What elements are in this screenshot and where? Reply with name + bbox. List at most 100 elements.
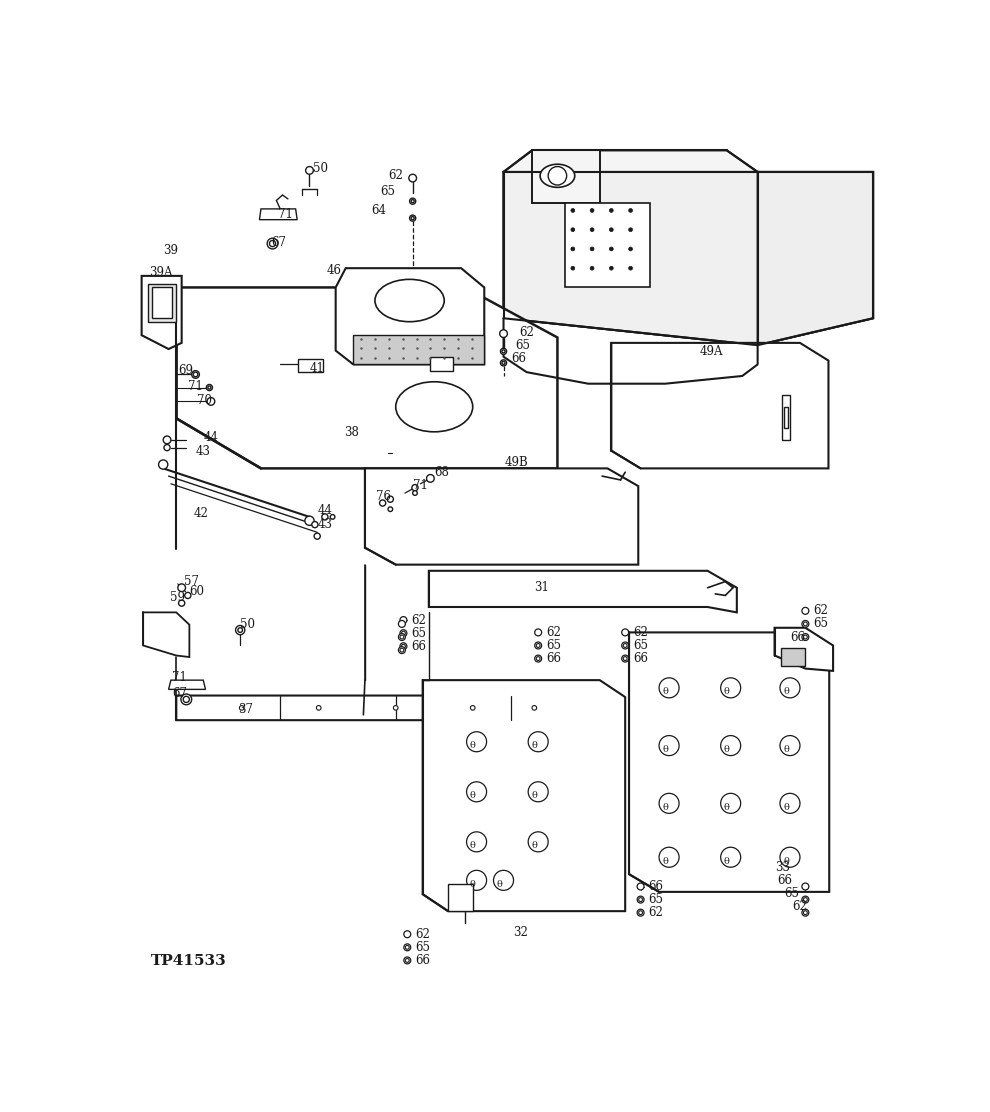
Circle shape — [178, 584, 185, 592]
Circle shape — [610, 247, 613, 251]
Polygon shape — [431, 357, 453, 370]
Circle shape — [178, 600, 185, 606]
Text: 67: 67 — [271, 236, 286, 249]
Circle shape — [411, 200, 414, 202]
Circle shape — [163, 436, 171, 444]
Text: 62: 62 — [792, 900, 807, 913]
Text: 65: 65 — [784, 887, 800, 900]
Text: 66: 66 — [511, 351, 527, 365]
Text: 65: 65 — [415, 941, 430, 954]
Circle shape — [780, 847, 800, 867]
Circle shape — [207, 398, 215, 405]
Circle shape — [404, 957, 411, 964]
Text: 43: 43 — [196, 445, 211, 458]
Circle shape — [590, 209, 594, 212]
Circle shape — [638, 910, 644, 916]
Text: 59: 59 — [170, 592, 185, 604]
Text: θ: θ — [532, 741, 538, 751]
Text: 62: 62 — [545, 626, 560, 639]
Circle shape — [398, 620, 405, 627]
Circle shape — [659, 735, 679, 755]
Polygon shape — [336, 268, 484, 365]
Text: θ: θ — [662, 745, 668, 754]
Polygon shape — [365, 468, 639, 565]
Text: θ: θ — [662, 856, 668, 865]
Text: θ: θ — [662, 687, 668, 696]
Circle shape — [622, 655, 629, 662]
Circle shape — [387, 496, 393, 503]
Circle shape — [400, 635, 404, 639]
Circle shape — [208, 386, 211, 389]
Circle shape — [412, 485, 418, 490]
Circle shape — [639, 897, 643, 902]
Text: θ: θ — [783, 856, 789, 865]
Circle shape — [629, 266, 633, 270]
Text: 57: 57 — [184, 575, 199, 588]
Circle shape — [802, 607, 809, 614]
Circle shape — [529, 832, 548, 852]
Polygon shape — [168, 681, 206, 689]
Circle shape — [590, 266, 594, 270]
Circle shape — [804, 635, 807, 639]
Circle shape — [802, 896, 809, 903]
Circle shape — [571, 247, 575, 251]
Circle shape — [571, 228, 575, 231]
Circle shape — [398, 647, 405, 654]
Text: 65: 65 — [545, 639, 561, 652]
Circle shape — [610, 209, 613, 212]
Circle shape — [802, 620, 809, 627]
Circle shape — [535, 642, 542, 649]
Polygon shape — [611, 342, 829, 468]
Text: 65: 65 — [380, 185, 395, 198]
Circle shape — [400, 643, 407, 649]
Circle shape — [305, 516, 314, 525]
Circle shape — [659, 678, 679, 698]
Text: 71: 71 — [413, 479, 428, 492]
Text: θ: θ — [783, 803, 789, 812]
Ellipse shape — [375, 279, 445, 321]
Circle shape — [802, 883, 809, 890]
Circle shape — [181, 694, 192, 705]
Circle shape — [500, 330, 507, 337]
Circle shape — [398, 634, 405, 641]
Text: θ: θ — [470, 791, 475, 801]
Polygon shape — [148, 284, 175, 322]
Polygon shape — [142, 276, 182, 349]
Text: θ: θ — [662, 803, 668, 812]
Text: 62: 62 — [411, 614, 426, 626]
Text: 69: 69 — [178, 364, 194, 377]
Circle shape — [721, 735, 741, 755]
Text: 37: 37 — [238, 703, 252, 716]
Text: 62: 62 — [633, 626, 647, 639]
Polygon shape — [298, 359, 323, 373]
Circle shape — [388, 507, 393, 512]
Text: 39A: 39A — [149, 266, 173, 278]
Circle shape — [466, 782, 487, 802]
Circle shape — [804, 897, 807, 902]
Polygon shape — [448, 884, 473, 911]
Circle shape — [802, 910, 809, 916]
Circle shape — [192, 370, 199, 378]
Polygon shape — [151, 287, 171, 318]
Polygon shape — [629, 633, 830, 892]
Ellipse shape — [396, 381, 473, 431]
Text: θ: θ — [783, 687, 789, 696]
Text: 67: 67 — [172, 687, 187, 699]
Text: 49B: 49B — [505, 457, 529, 469]
Circle shape — [629, 247, 633, 251]
Circle shape — [314, 533, 321, 539]
Circle shape — [404, 944, 411, 951]
Circle shape — [659, 793, 679, 813]
Circle shape — [500, 348, 507, 355]
Text: 33: 33 — [775, 861, 790, 874]
Circle shape — [164, 445, 170, 450]
Text: 65: 65 — [411, 627, 426, 639]
Text: θ: θ — [724, 856, 730, 865]
Circle shape — [236, 625, 245, 635]
Circle shape — [638, 896, 644, 903]
Text: 66: 66 — [415, 954, 430, 967]
Circle shape — [185, 593, 191, 598]
Text: 44: 44 — [203, 431, 218, 444]
Polygon shape — [781, 648, 805, 666]
Circle shape — [158, 460, 168, 469]
